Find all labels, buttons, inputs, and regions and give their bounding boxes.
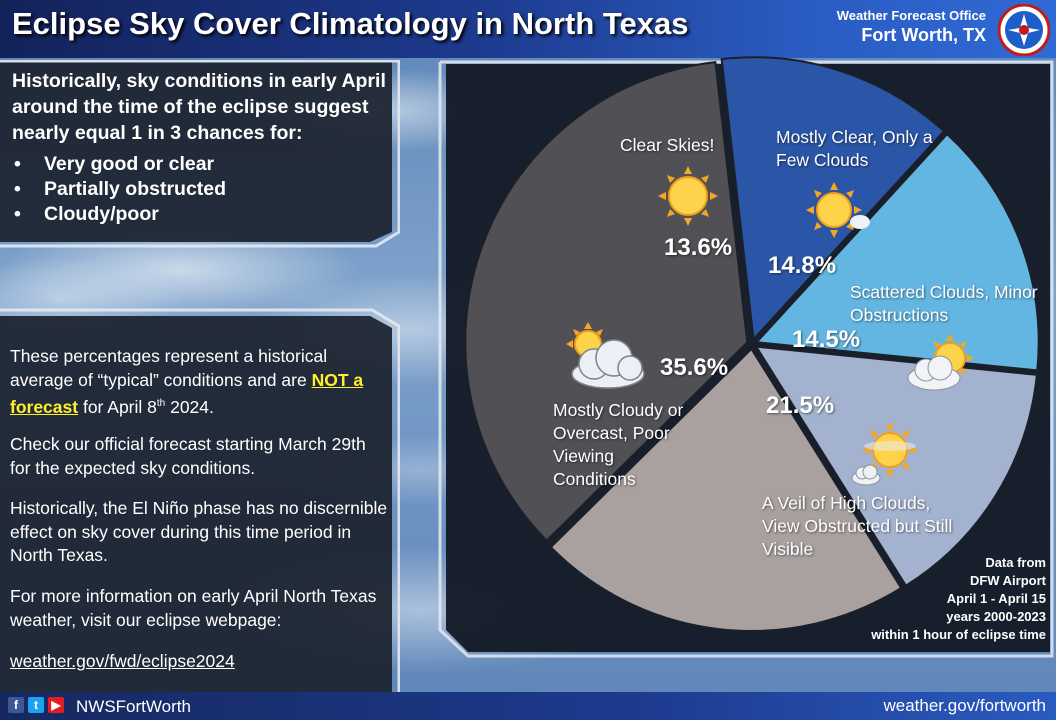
sun-icon <box>658 166 718 226</box>
more-info-text: For more information on early April Nort… <box>10 586 377 630</box>
slice-label-mostly-clear-text: Mostly Clear, Only a Few Clouds <box>776 127 933 170</box>
sun-small-cloud-icon <box>806 182 870 238</box>
chart-panel-border <box>438 60 1054 658</box>
office-line1: Weather Forecast Office <box>836 8 986 23</box>
twitter-icon[interactable]: t <box>28 697 44 713</box>
source-line: years 2000-2023 <box>946 609 1046 624</box>
forecast-note: Check our official forecast starting Mar… <box>10 434 366 478</box>
chance-item: Cloudy/poor <box>14 202 226 227</box>
chance-list: Very good or clear Partially obstructed … <box>14 152 226 227</box>
date-suffix: th <box>156 398 166 409</box>
slice-label-clear: Clear Skies! <box>620 135 715 155</box>
forecast-disclaimer: These percentages represent a historical… <box>10 345 390 419</box>
social-icons: f t ▶ <box>8 697 64 713</box>
slice-label-scattered: Scattered Clouds, Minor Obstructions <box>850 282 1038 325</box>
page-title: Eclipse Sky Cover Climatology in North T… <box>12 6 689 41</box>
el-nino-note: Historically, the El Niño phase has no d… <box>10 498 388 565</box>
sun-cloud-icon <box>907 334 974 391</box>
cloud-sun-icon <box>566 322 645 389</box>
disclaimer-text: These percentages represent a historical… <box>10 346 328 390</box>
footer-bar <box>0 692 1056 720</box>
slice-label-high-clouds: A Veil of High Clouds, View Obstructed b… <box>762 493 953 559</box>
disclaimer-text-date: for April 8 <box>78 396 157 417</box>
summary-panel-border <box>0 60 400 248</box>
data-source-note: Data from DFW Airport April 1 - April 15… <box>871 554 1046 644</box>
source-line: DFW Airport <box>969 573 1046 588</box>
chance-item: Partially obstructed <box>14 177 226 202</box>
youtube-icon[interactable]: ▶ <box>48 697 64 713</box>
slice-value-high-clouds: 21.5% <box>766 392 835 419</box>
eclipse-webpage-link[interactable]: weather.gov/fwd/eclipse2024 <box>10 651 235 671</box>
facebook-icon[interactable]: f <box>8 697 24 713</box>
title-banner <box>0 0 1056 58</box>
slice-value-overcast: 35.6% <box>660 354 729 381</box>
slice-value-clear: 13.6% <box>664 234 733 261</box>
pie-slice-mostly-clear <box>754 132 1040 372</box>
website-link[interactable]: weather.gov/fortworth <box>883 696 1046 715</box>
social-handle[interactable]: NWSFortWorth <box>76 697 191 716</box>
source-line: Data from <box>985 555 1046 570</box>
source-line: April 1 - April 15 <box>946 591 1046 606</box>
slice-label-mostly-clear: Mostly Clear, Only a Few Clouds <box>776 126 956 172</box>
slice-value-mostly-clear: 14.8% <box>768 252 837 279</box>
info-panel-border <box>0 308 400 692</box>
info-panel <box>0 316 392 692</box>
chance-item: Very good or clear <box>14 152 226 177</box>
sun-thin-cloud-icon <box>851 422 918 486</box>
office-label: Weather Forecast Office Fort Worth, TX <box>837 8 986 46</box>
source-line: within 1 hour of eclipse time <box>871 627 1046 642</box>
slice-label-overcast: Mostly Cloudy or Overcast, Poor Viewing … <box>553 400 684 489</box>
disclaimer-year: 2024. <box>165 396 214 417</box>
office-line2: Fort Worth, TX <box>861 25 986 45</box>
not-forecast-highlight: NOT a forecast <box>10 369 364 417</box>
slice-value-scattered: 14.5% <box>792 326 861 353</box>
summary-text: Historically, sky conditions in early Ap… <box>12 70 386 144</box>
pie-slice-high-clouds <box>549 347 903 632</box>
nws-logo-icon <box>998 4 1050 56</box>
